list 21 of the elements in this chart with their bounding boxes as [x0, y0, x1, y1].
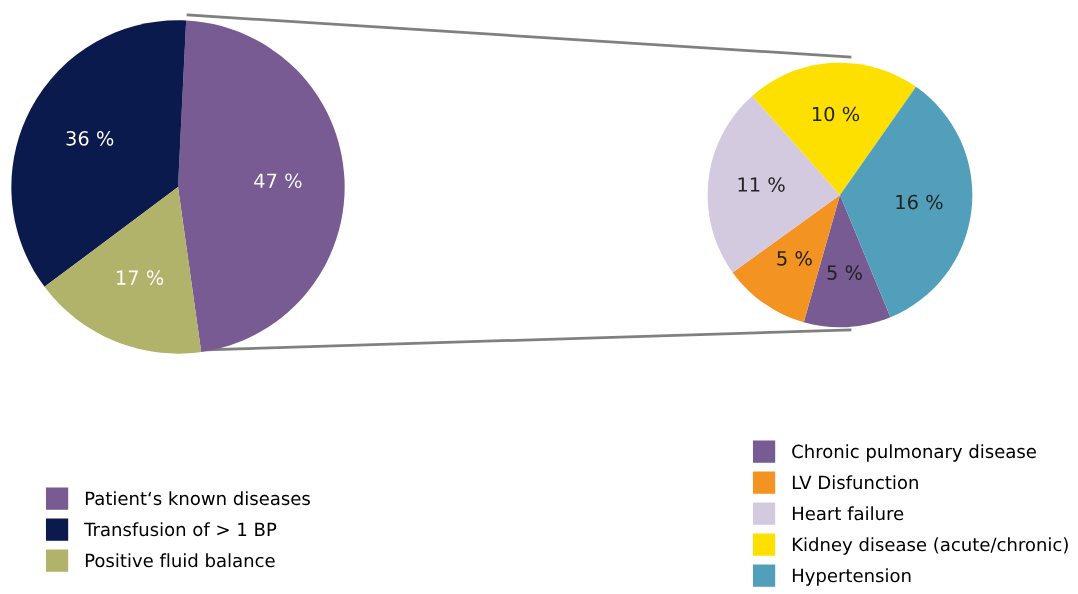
pie-slice	[44, 187, 202, 354]
data-label: 36 %	[66, 130, 114, 146]
data-label: 17 %	[117, 270, 164, 285]
legend-label: Positive fluid balance	[85, 553, 275, 568]
data-label: 47 %	[254, 173, 302, 189]
legend-label: LV Disfunction	[792, 475, 918, 490]
legend-label: Chronic pulmonary disease	[792, 444, 1036, 462]
data-label: 16 %	[896, 194, 943, 210]
data-label: 5 %	[777, 250, 812, 266]
legend-label: Kidney disease (acute/chronic)	[792, 537, 1068, 555]
pie-slice	[11, 20, 187, 287]
data-label: 11 %	[738, 177, 785, 192]
pie-slice	[178, 20, 345, 353]
legend-label: Patient‘s known diseases	[85, 491, 310, 506]
data-label: 10 %	[812, 106, 860, 122]
legend-label: Hypertension	[792, 568, 911, 586]
legend-label: Heart failure	[792, 506, 904, 521]
data-label: 5 %	[827, 265, 862, 280]
legend-label: Transfusion of > 1 BP	[84, 522, 277, 537]
pie-slice	[840, 86, 973, 318]
pie-slice	[732, 195, 840, 323]
